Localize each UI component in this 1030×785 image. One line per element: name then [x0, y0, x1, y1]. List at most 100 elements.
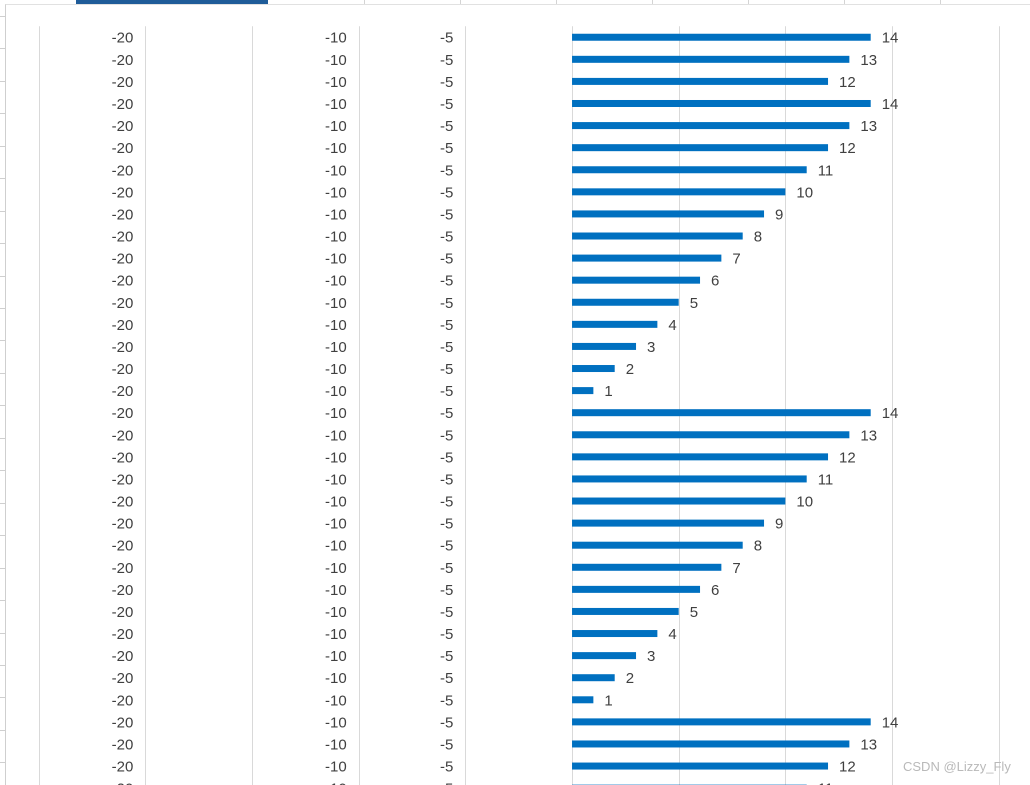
- data-label: -10: [325, 604, 347, 621]
- bar[interactable]: [572, 365, 615, 373]
- data-label: -5: [440, 648, 453, 665]
- bar[interactable]: [572, 144, 829, 152]
- bar[interactable]: [572, 55, 850, 63]
- data-label: -20: [112, 471, 134, 488]
- data-label: -5: [440, 317, 453, 334]
- data-label: -20: [112, 140, 134, 157]
- data-label: -20: [112, 692, 134, 709]
- bar[interactable]: [572, 320, 658, 328]
- data-label: -10: [325, 317, 347, 334]
- data-label: -5: [440, 759, 453, 776]
- bar[interactable]: [572, 519, 765, 527]
- data-label: -20: [112, 30, 134, 47]
- bar[interactable]: [572, 232, 743, 240]
- bar[interactable]: [572, 563, 722, 571]
- data-label: 7: [732, 560, 740, 577]
- data-label: 2: [626, 361, 634, 378]
- bar[interactable]: [572, 497, 786, 505]
- data-label: -10: [325, 184, 347, 201]
- sheet-row-gridline: [0, 438, 5, 439]
- data-label: 13: [860, 736, 877, 753]
- data-label: -10: [325, 736, 347, 753]
- data-label: 11: [818, 781, 834, 785]
- bar[interactable]: [572, 740, 850, 748]
- data-label: -10: [325, 781, 347, 785]
- sheet-row-gridline: [0, 113, 5, 114]
- sheet-row-gridline: [0, 697, 5, 698]
- bar[interactable]: [572, 254, 722, 262]
- bar[interactable]: [572, 409, 871, 417]
- data-label: -20: [112, 317, 134, 334]
- sheet-column-gridline: [748, 0, 749, 4]
- data-label: 6: [711, 273, 719, 290]
- bar[interactable]: [572, 585, 701, 593]
- data-label: 7: [732, 251, 740, 268]
- bar[interactable]: [572, 298, 679, 306]
- bar[interactable]: [572, 77, 829, 85]
- data-label: 8: [754, 538, 762, 555]
- data-label: -20: [112, 560, 134, 577]
- data-label: -20: [112, 604, 134, 621]
- bar[interactable]: [572, 607, 679, 615]
- bar[interactable]: [572, 188, 786, 196]
- data-label: -5: [440, 736, 453, 753]
- bar[interactable]: [572, 210, 765, 218]
- bar[interactable]: [572, 99, 871, 107]
- bar[interactable]: [572, 541, 743, 549]
- data-label: -10: [325, 273, 347, 290]
- data-label: -10: [325, 295, 347, 312]
- data-label: -10: [325, 140, 347, 157]
- data-label: -10: [325, 759, 347, 776]
- data-label: -20: [112, 383, 134, 400]
- data-label: -5: [440, 140, 453, 157]
- bar[interactable]: [572, 453, 829, 461]
- data-label: -20: [112, 582, 134, 599]
- data-label: 5: [690, 604, 698, 621]
- data-label: -5: [440, 251, 453, 268]
- bar[interactable]: [572, 387, 594, 395]
- sheet-row-gridline: [0, 568, 5, 569]
- data-label: 12: [839, 140, 856, 157]
- data-label: -10: [325, 383, 347, 400]
- data-label: -10: [325, 74, 347, 91]
- data-label: -5: [440, 670, 453, 687]
- sheet-row-gridline: [0, 243, 5, 244]
- bar[interactable]: [572, 276, 701, 284]
- data-label: 10: [796, 184, 813, 201]
- sheet-column-gridline: [460, 0, 461, 4]
- bar[interactable]: [572, 431, 850, 439]
- sheet-column-gridline: [364, 0, 365, 4]
- data-label: -20: [112, 736, 134, 753]
- data-label: -20: [112, 670, 134, 687]
- sheet-column-gridline: [556, 0, 557, 4]
- bar[interactable]: [572, 166, 807, 174]
- bar[interactable]: [572, 630, 658, 638]
- sheet-row-gridline: [0, 535, 5, 536]
- data-label: -20: [112, 339, 134, 356]
- data-label: 9: [775, 206, 783, 223]
- chart-area[interactable]: [5, 4, 1030, 785]
- sheet-row-gridline: [0, 730, 5, 731]
- bar[interactable]: [572, 652, 637, 660]
- data-label: -20: [112, 714, 134, 731]
- data-label: 1: [604, 383, 612, 400]
- sheet-row-gridline: [0, 308, 5, 309]
- sheet-column-gridline: [940, 0, 941, 4]
- data-label: -5: [440, 516, 453, 533]
- data-label: -10: [325, 361, 347, 378]
- data-label: -5: [440, 471, 453, 488]
- data-label: 1: [604, 692, 612, 709]
- bar[interactable]: [572, 718, 871, 726]
- bar[interactable]: [572, 122, 850, 130]
- bar[interactable]: [572, 342, 637, 350]
- bar[interactable]: [572, 475, 807, 483]
- data-label: -10: [325, 648, 347, 665]
- bar[interactable]: [572, 674, 615, 682]
- bar[interactable]: [572, 696, 594, 704]
- sheet-row-gridline: [0, 600, 5, 601]
- bar[interactable]: [572, 762, 829, 770]
- data-label: -20: [112, 162, 134, 179]
- bar[interactable]: [572, 33, 871, 41]
